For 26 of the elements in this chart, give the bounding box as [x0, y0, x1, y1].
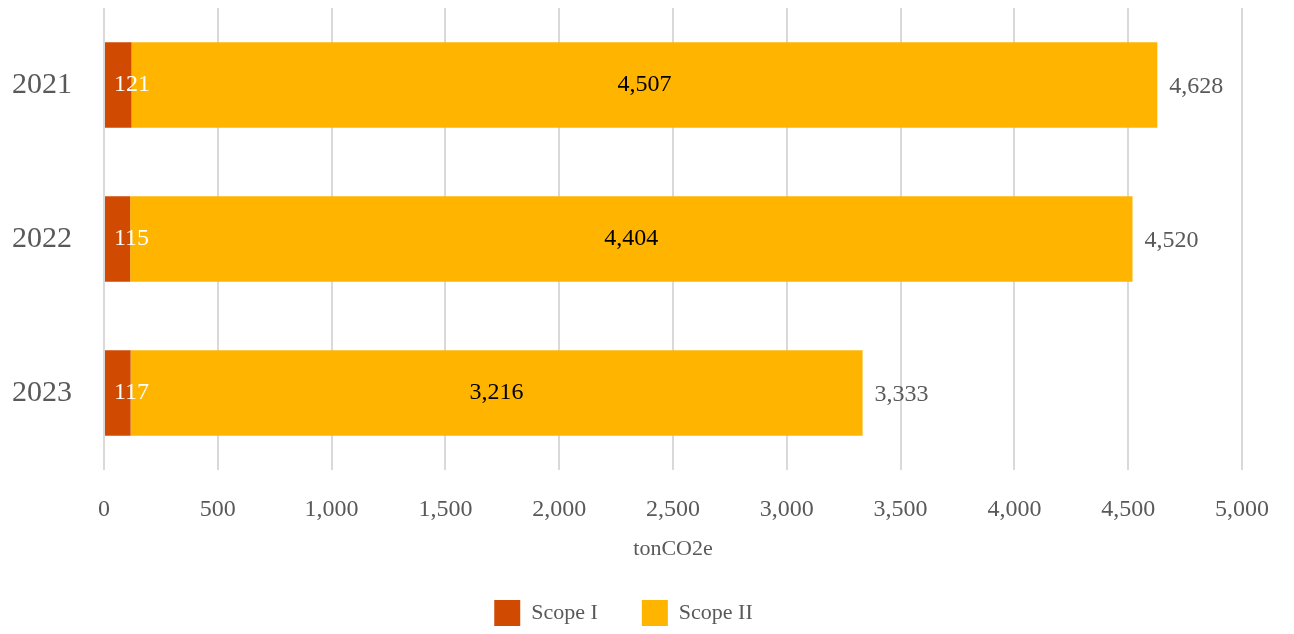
legend-label: Scope II [678, 598, 753, 624]
y-tick-label: 2023 [12, 373, 72, 407]
y-tick-label: 2022 [12, 219, 72, 253]
legend-label: Scope I [531, 598, 598, 624]
data-label: 117 [114, 378, 150, 405]
total-label: 4,520 [1144, 226, 1199, 253]
data-label: 3,216 [469, 378, 524, 405]
x-tick-label: 5,000 [1215, 494, 1269, 521]
x-tick-label: 1,500 [418, 494, 473, 521]
x-axis-title: tonCO2e [633, 534, 713, 560]
x-tick-label: 500 [199, 494, 236, 521]
x-tick-label: 3,500 [873, 494, 928, 521]
data-label: 4,507 [617, 70, 672, 97]
x-tick-label: 3,000 [759, 494, 814, 521]
data-label: 115 [114, 224, 150, 251]
x-tick-label: 2,000 [532, 494, 587, 521]
total-label: 3,333 [874, 380, 929, 407]
data-label: 121 [114, 70, 150, 97]
x-tick-label: 4,500 [1101, 494, 1156, 521]
x-tick-label: 0 [98, 494, 110, 521]
x-tick-label: 2,500 [646, 494, 700, 521]
total-label: 4,628 [1169, 72, 1224, 99]
x-tick-label: 4,000 [987, 494, 1042, 521]
x-tick-label: 1,000 [304, 494, 359, 521]
data-label: 4,404 [604, 224, 659, 251]
y-tick-label: 2021 [12, 65, 72, 99]
